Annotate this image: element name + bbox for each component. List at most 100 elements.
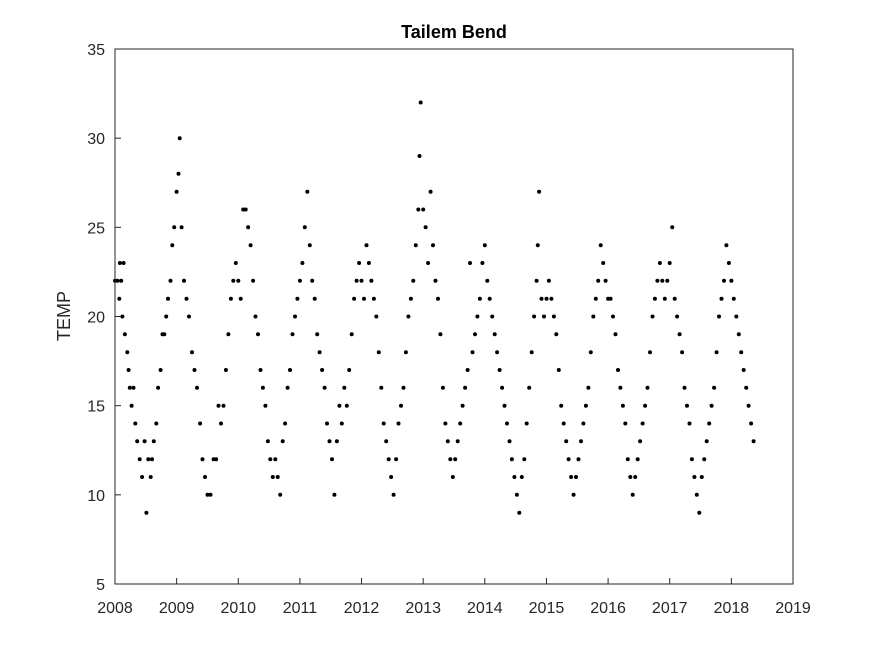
data-point	[650, 314, 655, 319]
data-point	[428, 189, 433, 194]
data-point	[203, 475, 207, 479]
data-point	[150, 457, 154, 462]
data-point	[517, 510, 522, 515]
data-point	[182, 278, 186, 283]
data-point	[260, 385, 265, 390]
data-point	[724, 243, 729, 248]
data-point	[704, 439, 709, 444]
data-point	[315, 332, 320, 337]
data-point	[514, 492, 519, 497]
data-point	[223, 368, 228, 372]
data-point	[583, 403, 588, 408]
data-point	[707, 421, 712, 426]
data-point	[574, 475, 578, 479]
data-point	[535, 243, 540, 248]
data-point	[468, 261, 472, 265]
data-point	[620, 403, 625, 408]
data-point	[734, 314, 739, 319]
data-point	[386, 457, 391, 462]
data-point	[509, 457, 514, 462]
data-point	[408, 296, 413, 301]
data-point	[532, 314, 537, 319]
x-tick-label: 2016	[590, 600, 626, 617]
data-point	[208, 492, 213, 497]
data-point	[731, 296, 736, 301]
data-point	[726, 261, 731, 265]
data-point	[500, 385, 505, 390]
data-point	[162, 332, 167, 337]
data-point	[657, 261, 662, 265]
data-point	[133, 421, 138, 426]
data-point	[297, 278, 302, 283]
data-point	[344, 403, 349, 408]
x-tick-label: 2011	[283, 600, 318, 617]
data-point	[685, 403, 689, 408]
data-point	[325, 421, 329, 426]
data-point	[342, 385, 347, 390]
data-point	[628, 475, 633, 479]
data-point	[487, 296, 492, 301]
data-point	[579, 439, 583, 444]
data-point	[554, 332, 559, 337]
data-point	[374, 314, 379, 319]
data-point	[288, 368, 292, 372]
data-point	[559, 403, 564, 408]
data-point	[660, 278, 665, 283]
data-point	[115, 278, 120, 283]
y-axis: 5 10 15 20 25 30 35	[87, 42, 121, 594]
data-point	[413, 243, 418, 248]
data-point	[603, 278, 608, 283]
data-point	[148, 475, 153, 479]
data-point	[714, 350, 719, 355]
data-point	[741, 368, 746, 372]
data-point	[305, 189, 310, 194]
data-point	[258, 368, 263, 372]
data-point	[172, 225, 177, 230]
data-point	[507, 439, 512, 444]
data-point	[670, 225, 675, 230]
data-point	[549, 296, 554, 301]
data-point	[290, 332, 295, 337]
data-point	[166, 296, 170, 301]
data-point	[394, 457, 399, 462]
data-point	[539, 296, 544, 301]
data-point	[403, 350, 408, 355]
x-tick-label: 2010	[220, 600, 256, 617]
data-point	[643, 403, 648, 408]
data-point	[480, 261, 485, 265]
x-tick-label: 2013	[405, 600, 441, 617]
y-tick-label: 20	[87, 310, 105, 327]
data-point	[470, 350, 475, 355]
data-point	[263, 403, 268, 408]
data-point	[214, 457, 219, 462]
x-tick-label: 2012	[344, 600, 380, 617]
data-point	[717, 314, 721, 319]
data-point	[347, 368, 352, 372]
data-point	[184, 296, 189, 301]
data-point	[524, 421, 529, 426]
data-point	[613, 332, 618, 337]
data-point	[238, 296, 243, 301]
data-point	[268, 457, 273, 462]
data-point	[216, 403, 221, 408]
data-point	[477, 296, 482, 301]
data-point	[729, 278, 734, 283]
data-point	[431, 243, 435, 248]
data-point	[450, 475, 455, 479]
data-point	[667, 261, 672, 265]
data-point	[127, 385, 132, 390]
data-point	[571, 492, 576, 497]
data-point	[389, 475, 394, 479]
data-point	[270, 475, 275, 479]
data-point	[406, 314, 411, 319]
data-point	[448, 457, 453, 462]
data-point	[616, 368, 620, 372]
data-point	[221, 403, 226, 408]
data-point	[652, 296, 657, 301]
data-point	[369, 278, 374, 283]
y-tick-label: 35	[87, 42, 105, 59]
data-point	[140, 475, 145, 479]
data-point	[317, 350, 322, 355]
y-tick-label: 10	[87, 488, 105, 505]
